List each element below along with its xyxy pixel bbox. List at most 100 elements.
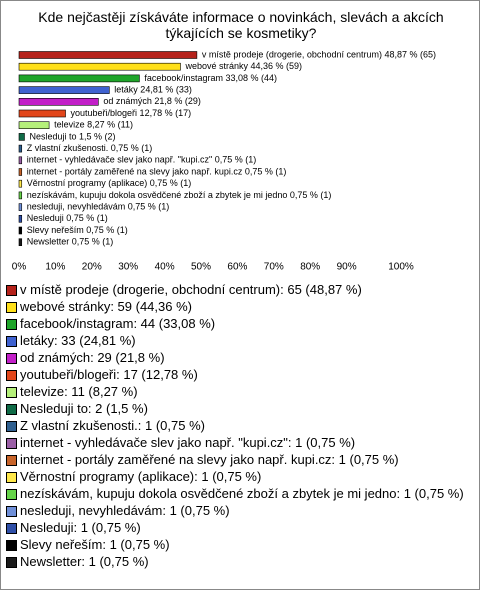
x-tick-label: 60% bbox=[227, 262, 247, 273]
legend-swatch bbox=[6, 404, 17, 415]
bar bbox=[18, 203, 23, 211]
data-label: letáky 24,81 % (33) bbox=[114, 84, 192, 94]
bar bbox=[18, 191, 23, 200]
legend-label: Nesleduji: 1 (0,75 %) bbox=[20, 520, 141, 535]
legend-item: Slevy neřeším: 1 (0,75 %) bbox=[6, 537, 466, 553]
data-label: Z vlastní zkušenosti. 0,75 % (1) bbox=[27, 143, 153, 153]
legend-label: youtubeři/blogeři: 17 (12,78 %) bbox=[20, 367, 198, 382]
bar bbox=[18, 179, 23, 188]
legend-swatch bbox=[6, 472, 17, 483]
legend-swatch bbox=[6, 438, 17, 449]
data-label: internet - portály zaměřené na slevy jak… bbox=[27, 166, 287, 176]
legend-label: Newsletter: 1 (0,75 %) bbox=[20, 554, 149, 569]
legend-label: Nesleduji to: 2 (1,5 %) bbox=[20, 401, 148, 416]
data-label: televize 8,27 % (11) bbox=[54, 120, 133, 130]
legend-item: facebook/instagram: 44 (33,08 %) bbox=[6, 316, 466, 332]
legend-item: webové stránky: 59 (44,36 %) bbox=[6, 299, 466, 315]
bar bbox=[18, 215, 23, 223]
x-tick-label: 10% bbox=[45, 262, 65, 273]
legend-item: Nesleduji: 1 (0,75 %) bbox=[6, 520, 466, 536]
bar bbox=[18, 238, 23, 246]
x-tick-label: 20% bbox=[82, 262, 102, 273]
data-label: facebook/instagram 33,08 % (44) bbox=[144, 73, 277, 83]
bar bbox=[18, 133, 25, 141]
data-label: Nesleduji 0,75 % (1) bbox=[27, 213, 108, 223]
legend-label: v místě prodeje (drogerie, obchodní cent… bbox=[20, 282, 362, 297]
data-label: Věrnostní programy (aplikace) 0,75 % (1) bbox=[27, 178, 192, 188]
plot: 0% 10% 20% 30% 40% 50% 60% 70% 80% 90% 100% v místě… bbox=[12, 49, 436, 273]
legend-label: nesleduji, nevyhledávám: 1 (0,75 %) bbox=[20, 503, 230, 518]
legend-item: Newsletter: 1 (0,75 %) bbox=[6, 554, 466, 570]
data-label: nezískávám, kupuju dokola osvědčené zbož… bbox=[27, 190, 332, 200]
bar bbox=[18, 144, 23, 153]
bar bbox=[18, 168, 23, 176]
bar bbox=[18, 86, 110, 94]
x-tick-label: 50% bbox=[191, 262, 211, 273]
legend-item: internet - portály zaměřené na slevy jak… bbox=[6, 452, 466, 468]
x-tick-label: 30% bbox=[118, 262, 138, 273]
legend-label: webové stránky: 59 (44,36 %) bbox=[20, 299, 192, 314]
legend-swatch bbox=[6, 523, 17, 534]
legend-swatch bbox=[6, 285, 17, 296]
legend-item: letáky: 33 (24,81 %) bbox=[6, 333, 466, 349]
legend-label: letáky: 33 (24,81 %) bbox=[20, 333, 136, 348]
data-label: webové stránky 44,36 % (59) bbox=[184, 61, 302, 71]
x-tick-label: 0% bbox=[12, 262, 27, 273]
legend-label: Věrnostní programy (aplikace): 1 (0,75 %… bbox=[20, 469, 262, 484]
legend-swatch bbox=[6, 370, 17, 381]
legend-label: internet - vyhledávače slev jako např. "… bbox=[20, 435, 356, 450]
data-label: nesleduji, nevyhledávám 0,75 % (1) bbox=[27, 201, 170, 211]
legend-swatch bbox=[6, 319, 17, 330]
data-label: v místě prodeje (drogerie, obchodní cent… bbox=[202, 49, 436, 59]
bar bbox=[18, 74, 140, 83]
data-label: youtubeři/blogeři 12,78 % (17) bbox=[71, 108, 192, 118]
x-tick-label: 40% bbox=[155, 262, 175, 273]
legend-swatch bbox=[6, 489, 17, 500]
bar bbox=[18, 97, 99, 106]
legend-item: nezískávám, kupuju dokola osvědčené zbož… bbox=[6, 486, 466, 502]
legend-label: facebook/instagram: 44 (33,08 %) bbox=[20, 316, 216, 331]
bar bbox=[18, 156, 23, 165]
x-tick-label: 100% bbox=[388, 262, 414, 273]
data-label: Newsletter 0,75 % (1) bbox=[27, 237, 114, 247]
legend-label: Slevy neřeším: 1 (0,75 %) bbox=[20, 537, 170, 552]
legend-item: Nesleduji to: 2 (1,5 %) bbox=[6, 401, 466, 417]
legend-swatch bbox=[6, 455, 17, 466]
legend-item: televize: 11 (8,27 %) bbox=[6, 384, 466, 400]
legend-swatch bbox=[6, 302, 17, 313]
legend-label: Z vlastní zkušenosti.: 1 (0,75 %) bbox=[20, 418, 205, 433]
bar bbox=[18, 121, 50, 129]
legend-label: od známých: 29 (21,8 %) bbox=[20, 350, 165, 365]
legend: v místě prodeje (drogerie, obchodní cent… bbox=[6, 282, 466, 571]
legend-swatch bbox=[6, 421, 17, 432]
x-tick-label: 90% bbox=[337, 262, 357, 273]
legend-item: od známých: 29 (21,8 %) bbox=[6, 350, 466, 366]
legend-label: internet - portály zaměřené na slevy jak… bbox=[20, 452, 399, 467]
data-label: internet - vyhledávače slev jako např. "… bbox=[27, 155, 257, 165]
legend-swatch bbox=[6, 387, 17, 398]
legend-swatch bbox=[6, 557, 17, 568]
bar bbox=[18, 226, 23, 235]
data-label: Slevy neřeším 0,75 % (1) bbox=[27, 225, 128, 235]
legend-item: v místě prodeje (drogerie, obchodní cent… bbox=[6, 282, 466, 298]
legend-swatch bbox=[6, 336, 17, 347]
bar bbox=[18, 109, 66, 118]
data-label: Nesleduji to 1,5 % (2) bbox=[29, 131, 115, 141]
legend-label: nezískávám, kupuju dokola osvědčené zbož… bbox=[20, 486, 464, 501]
bar bbox=[18, 51, 198, 59]
legend-label: televize: 11 (8,27 %) bbox=[20, 384, 138, 399]
legend-item: nesleduji, nevyhledávám: 1 (0,75 %) bbox=[6, 503, 466, 519]
chart-title: Kde nejčastěji získáváte informace o nov… bbox=[38, 9, 444, 41]
bar bbox=[18, 62, 181, 71]
legend-item: youtubeři/blogeři: 17 (12,78 %) bbox=[6, 367, 466, 383]
legend-swatch bbox=[6, 506, 17, 517]
legend-item: Věrnostní programy (aplikace): 1 (0,75 %… bbox=[6, 469, 466, 485]
x-tick-label: 70% bbox=[264, 262, 284, 273]
legend-swatch bbox=[6, 540, 17, 551]
x-tick-label: 80% bbox=[300, 262, 320, 273]
legend-swatch bbox=[6, 353, 17, 364]
legend-item: Z vlastní zkušenosti.: 1 (0,75 %) bbox=[6, 418, 466, 434]
legend-item: internet - vyhledávače slev jako např. "… bbox=[6, 435, 466, 451]
data-label: od známých 21,8 % (29) bbox=[103, 96, 201, 106]
